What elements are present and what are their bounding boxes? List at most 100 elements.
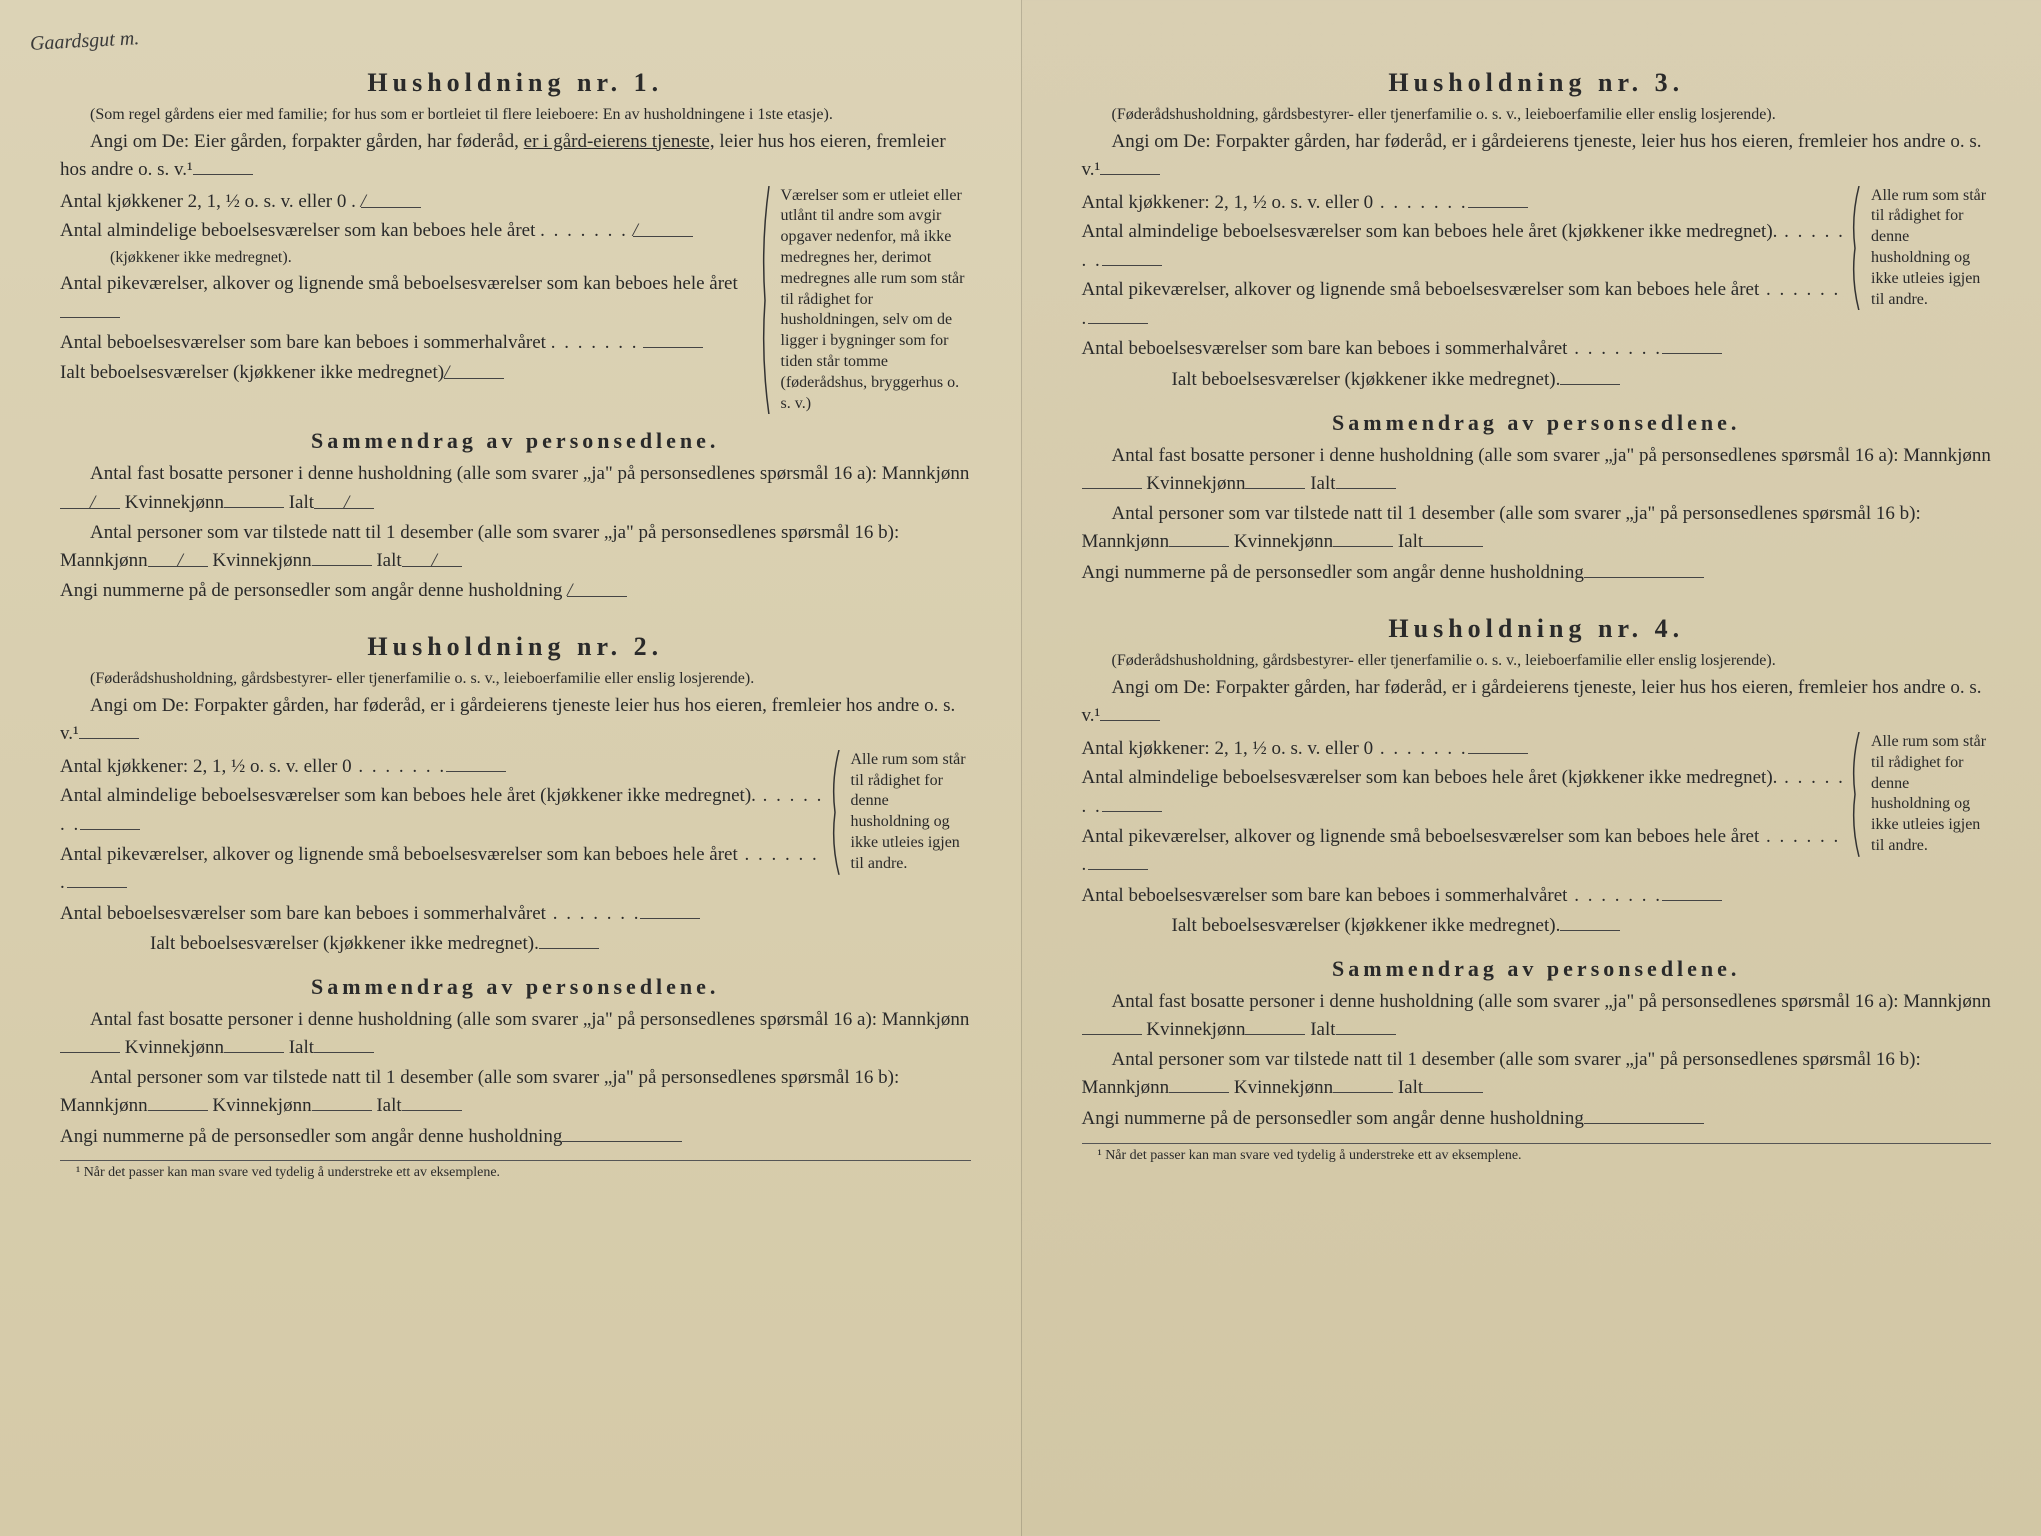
totalt: Ialt beboelsesværelser (kjøkkener ikke m…: [60, 362, 444, 383]
kitchen-line: Antal kjøkkener 2, 1, ½ o. s. v. eller 0…: [60, 188, 757, 216]
qa4: Antal fast bosatte personer i denne hush…: [1112, 991, 1991, 1012]
p4: Angi om De: Forpakter gården, har føderå…: [1082, 677, 1982, 727]
qbm3: Kvinnekjønn: [1234, 531, 1333, 552]
sum-heading-1: Sammendrag av personsedlene.: [60, 428, 971, 454]
rooms3: Antal beboelsesværelser som bare kan beb…: [60, 899, 827, 928]
q16b-mid: Kvinnekjønn: [212, 550, 311, 571]
sidenote-2: Alle rum som står til rådighet for denne…: [839, 750, 971, 875]
q16a-3: Antal fast bosatte personer i denne hush…: [1082, 442, 1992, 498]
p2: Angi om De: Forpakter gården, har føderå…: [60, 695, 955, 745]
r3t: Antal beboelsesværelser som bare kan beb…: [60, 332, 546, 353]
blank: [193, 155, 253, 175]
qbm: Kvinnekjønn: [212, 1095, 311, 1116]
sn3: Alle rum som står til rådighet for denne…: [1871, 187, 1986, 308]
numline-4: Angi nummerne på de personsedler som ang…: [1082, 1104, 1992, 1133]
blank: [60, 298, 120, 318]
blank: [562, 1122, 682, 1142]
prompt-1: Angi om De: Eier gården, forpakter gårde…: [60, 128, 971, 184]
r1: Antal almindelige beboelsesværelser som …: [60, 785, 756, 806]
r24: Antal pikeværelser, alkover og lignende …: [1082, 826, 1760, 847]
qa: Antal fast bosatte personer i denne hush…: [90, 1009, 969, 1030]
q16a-2: Antal fast bosatte personer i denne hush…: [60, 1006, 971, 1062]
sidenote-3: Alle rum som står til rådighet for denne…: [1859, 186, 1991, 311]
blank: [1423, 1073, 1483, 1093]
page-left: Gaardsgut m. Husholdning nr. 1. (Som reg…: [0, 0, 1021, 1536]
blank: [1468, 734, 1528, 754]
blank: /: [361, 188, 421, 208]
q16b-1: Antal personer som var tilstede natt til…: [60, 519, 971, 575]
document-spread: Gaardsgut m. Husholdning nr. 1. (Som reg…: [0, 0, 2041, 1536]
sn2: Alle rum som står til rådighet for denne…: [851, 751, 966, 872]
numline-3: Angi nummerne på de personsedler som ang…: [1082, 558, 1992, 587]
blank: [539, 929, 599, 949]
blank: /: [314, 489, 374, 509]
blank: [1100, 155, 1160, 175]
rooms3: Antal beboelsesværelser som bare kan beb…: [1082, 881, 1848, 910]
tt3: Ialt beboelsesværelser (kjøkkener ikke m…: [1172, 369, 1561, 390]
blank: [1082, 1015, 1142, 1035]
blank: [1468, 188, 1528, 208]
heading-1: Husholdning nr. 1.: [60, 68, 971, 98]
blank: [1088, 304, 1148, 324]
numline-2: Angi nummerne på de personsedler som ang…: [60, 1122, 971, 1151]
household-1: Husholdning nr. 1. (Som regel gårdens ei…: [60, 68, 971, 604]
qbe4: Ialt: [1398, 1077, 1423, 1098]
blank: [1333, 527, 1393, 547]
kitchen-line: Antal kjøkkener: 2, 1, ½ o. s. v. eller …: [1082, 734, 1848, 763]
blank: [446, 752, 506, 772]
handwritten-annotation: Gaardsgut m.: [29, 27, 139, 56]
rooms-row-1: Antal kjøkkener 2, 1, ½ o. s. v. eller 0…: [60, 186, 971, 415]
blank: [60, 1033, 120, 1053]
nl: Angi nummerne på de personsedler som ang…: [60, 1126, 562, 1147]
page-right: Husholdning nr. 3. (Føderådshusholdning,…: [1021, 0, 2041, 1536]
rooms3: Antal beboelsesværelser som bare kan beb…: [60, 328, 757, 357]
kt: Antal kjøkkener: 2, 1, ½ o. s. v. eller …: [60, 756, 352, 777]
footnote-left: ¹ Når det passer kan man svare ved tydel…: [60, 1160, 971, 1181]
blank: [1662, 881, 1722, 901]
blank: [1082, 469, 1142, 489]
rooms3: Antal beboelsesværelser som bare kan beb…: [1082, 334, 1848, 363]
q16b-2: Antal personer som var tilstede natt til…: [60, 1064, 971, 1120]
sidenote-1: Værelser som er utleiet eller utlånt til…: [769, 186, 971, 415]
q16a-1: Antal fast bosatte personer i denne hush…: [60, 460, 971, 516]
qbe: Ialt: [376, 1095, 401, 1116]
blank: [1169, 1073, 1229, 1093]
r23: Antal pikeværelser, alkover og lignende …: [1082, 279, 1760, 300]
blank: [1102, 792, 1162, 812]
qm: Kvinnekjønn: [125, 1037, 224, 1058]
blank: [224, 488, 284, 508]
blank: /: [567, 577, 627, 597]
heading-4: Husholdning nr. 4.: [1082, 614, 1992, 644]
rooms-row-4: Antal kjøkkener: 2, 1, ½ o. s. v. eller …: [1082, 732, 1992, 942]
q16a-mid: Kvinnekjønn: [125, 492, 224, 513]
heading-2: Husholdning nr. 2.: [60, 632, 971, 662]
brace-icon: [1849, 186, 1861, 311]
blank: [1336, 469, 1396, 489]
sum-heading-2: Sammendrag av personsedlene.: [60, 974, 971, 1000]
total-rooms: Ialt beboelsesværelser (kjøkkener ikke m…: [1082, 365, 1848, 394]
dots: [352, 756, 447, 777]
r33: Antal beboelsesværelser som bare kan beb…: [1082, 338, 1568, 359]
rooms1: Antal almindelige beboelsesværelser som …: [60, 217, 757, 245]
p3: Angi om De: Forpakter gården, har føderå…: [1082, 131, 1982, 181]
q16a-4: Antal fast bosatte personer i denne hush…: [1082, 988, 1992, 1044]
blank: /: [60, 489, 120, 509]
rooms-row-3: Antal kjøkkener: 2, 1, ½ o. s. v. eller …: [1082, 186, 1992, 396]
r14: Antal almindelige beboelsesværelser som …: [1082, 767, 1778, 788]
blank: [312, 546, 372, 566]
blank: [314, 1033, 374, 1053]
blank: [643, 328, 703, 348]
brace-icon: [1849, 732, 1861, 857]
sidenote-text: Værelser som er utleiet eller utlånt til…: [781, 187, 965, 412]
blank: [79, 719, 139, 739]
dots: [551, 332, 639, 353]
blank: [1100, 701, 1160, 721]
intro-3: (Føderådshusholdning, gårdsbestyrer- ell…: [1082, 104, 1992, 126]
blank: [1584, 1104, 1704, 1124]
dots: [1567, 338, 1662, 359]
brace-icon: [759, 186, 771, 415]
numline-text: Angi nummerne på de personsedler som ang…: [60, 580, 562, 601]
dots: [1373, 738, 1468, 759]
blank: [1423, 527, 1483, 547]
r3: Antal beboelsesværelser som bare kan beb…: [60, 903, 546, 924]
